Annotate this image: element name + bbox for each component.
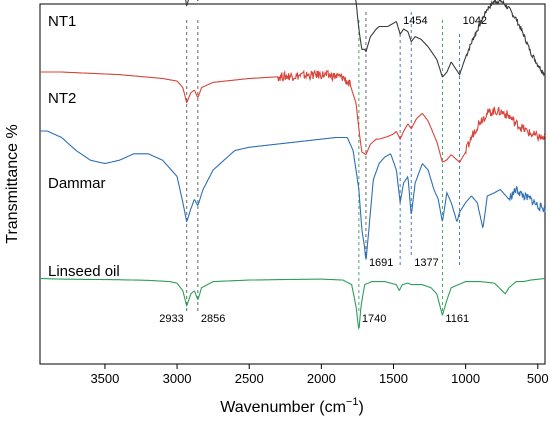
x-tick-label-500: 500 xyxy=(527,371,549,386)
x-tick-label-3500: 3500 xyxy=(90,371,119,386)
x-axis-label-main: Wavenumber (cm xyxy=(220,399,346,416)
x-tick-label-1000: 1000 xyxy=(451,371,480,386)
spectrum-line-linseed-oil xyxy=(40,277,546,330)
marker-label-1377: 1377 xyxy=(414,257,438,269)
series-label-linseed-oil: Linseed oil xyxy=(48,263,120,280)
x-tick-label-1500: 1500 xyxy=(379,371,408,386)
spectrum-line-dammar xyxy=(40,130,546,260)
x-tick-label-3000: 3000 xyxy=(163,371,192,386)
x-axis-ticks: 3500 3000 2500 2000 1500 1000 500 xyxy=(90,364,549,386)
x-axis-label: Wavenumber (cm−1) xyxy=(220,396,364,416)
marker-label-1042: 1042 xyxy=(463,15,487,27)
x-axis-label-superscript: −1 xyxy=(346,396,359,408)
x-tick-label-2500: 2500 xyxy=(235,371,264,386)
series-labels: NT1 NT2 Dammar Linseed oil xyxy=(48,13,120,280)
marker-label-1161: 1161 xyxy=(445,313,469,325)
x-axis-label-close: ) xyxy=(358,399,363,416)
marker-label-2856: 2856 xyxy=(201,313,225,325)
plot-frame xyxy=(39,3,546,365)
spectrum-line-nt1 xyxy=(185,0,546,78)
marker-lines: 2933 2856 1740 1691 1454 1377 1161 1042 xyxy=(159,12,487,325)
series-label-nt1: NT1 xyxy=(48,13,76,30)
series-label-dammar: Dammar xyxy=(48,175,106,192)
x-tick-label-2000: 2000 xyxy=(307,371,336,386)
marker-label-1740: 1740 xyxy=(362,313,386,325)
marker-label-1454: 1454 xyxy=(403,15,427,27)
spectrum-line-nt2 xyxy=(40,69,546,164)
series-label-nt2: NT2 xyxy=(48,90,76,107)
marker-label-2933: 2933 xyxy=(159,313,183,325)
spectra xyxy=(40,0,546,330)
y-axis-label: Transmittance % xyxy=(4,124,21,243)
marker-label-1691: 1691 xyxy=(369,257,393,269)
